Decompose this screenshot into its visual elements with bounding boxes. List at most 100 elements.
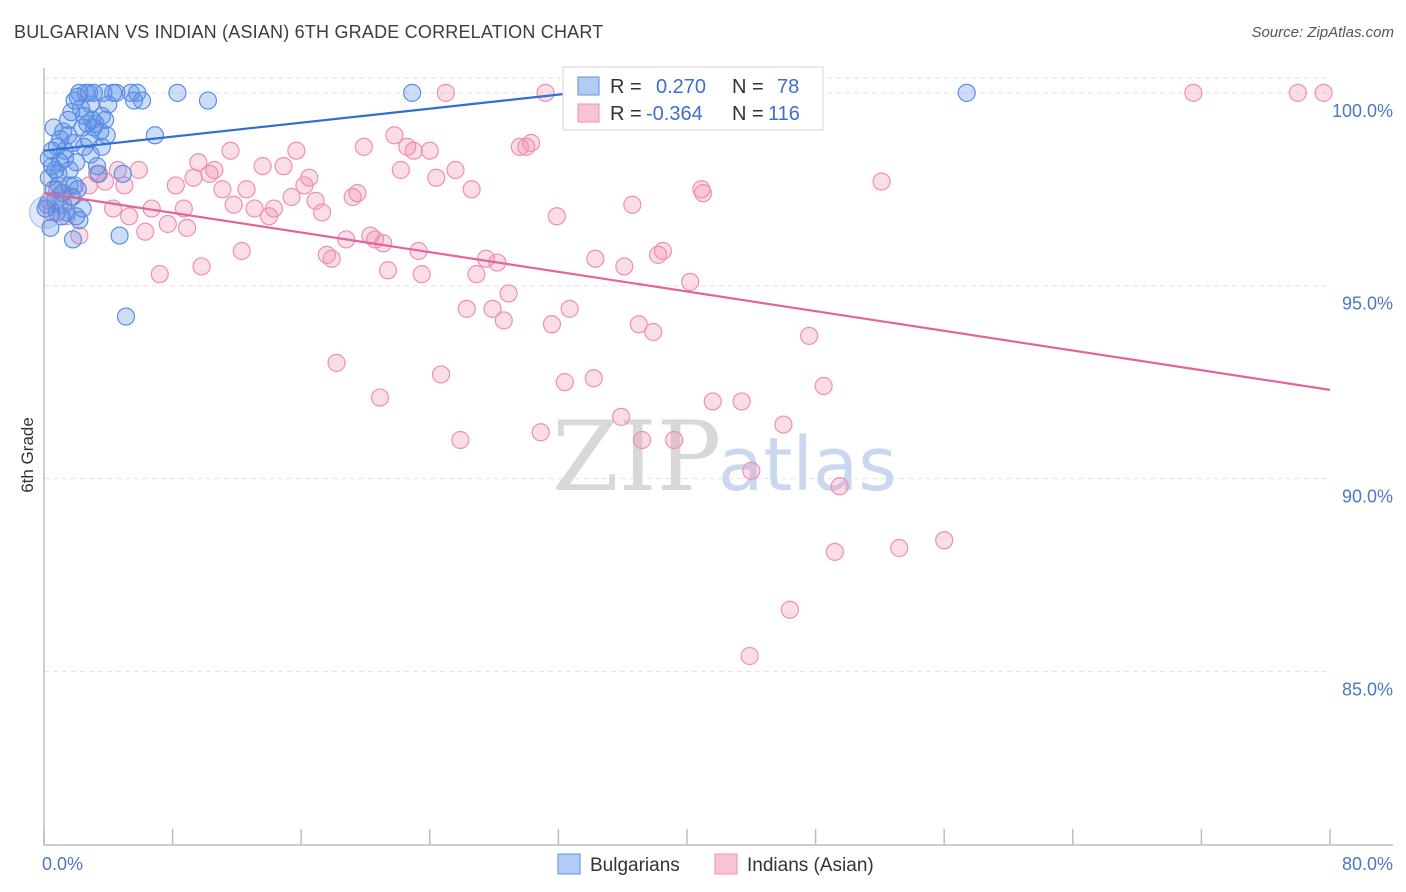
indian-point: [800, 326, 819, 345]
indian-point: [740, 646, 759, 666]
indian-point: [615, 257, 634, 276]
indian-point: [184, 168, 203, 187]
watermark: ZIP atlas: [552, 401, 897, 513]
indian-point: [935, 531, 954, 550]
x-tick-label-min: 0.0%: [42, 854, 83, 874]
bulgarian-point: [132, 91, 152, 110]
indian-point: [205, 160, 224, 180]
chart-source: Source: ZipAtlas.com: [1251, 24, 1394, 41]
bulgarian-point: [52, 207, 71, 226]
bulgarian-trendline: [43, 91, 575, 152]
bulgarian-point: [70, 83, 89, 102]
trend-layer: [43, 91, 1331, 391]
indian-point: [521, 133, 541, 153]
legend-n-label-2: N =: [732, 103, 764, 125]
points-layer: [29, 83, 1333, 666]
bulgarian-point: [84, 83, 103, 102]
indian-point: [385, 126, 404, 145]
bulgarian-point: [92, 137, 111, 156]
bulgarian-point: [403, 83, 422, 102]
bulgarian-point: [63, 230, 83, 249]
indian-point: [732, 392, 751, 411]
correlation-legend: R = 0.270 N = 78 R = -0.364 N = 116: [562, 66, 824, 131]
indian-point: [412, 265, 431, 284]
legend-r-value-2: -0.364: [646, 103, 703, 125]
indian-point: [1184, 83, 1203, 102]
indian-point: [446, 160, 465, 180]
bulgarian-point: [107, 83, 126, 102]
indian-point: [158, 214, 177, 234]
indian-point: [312, 203, 332, 222]
bulgarian-point: [94, 83, 113, 102]
indian-point: [825, 542, 844, 561]
indian-point: [555, 373, 574, 392]
indian-point: [742, 461, 761, 480]
legend-n-value-2: 116: [768, 103, 800, 125]
bulgarian-point: [81, 95, 100, 114]
legend-r-value-1: 0.270: [656, 76, 706, 98]
indian-point: [536, 83, 555, 102]
watermark-zip: ZIP: [552, 401, 721, 513]
bottom-legend-label-indians: Indians (Asian): [747, 855, 874, 876]
indian-point: [653, 241, 672, 261]
indian-point: [253, 157, 272, 176]
indian-point: [462, 180, 481, 199]
bottom-legend-label-bulgarians: Bulgarians: [590, 855, 680, 876]
bulgarian-point: [44, 118, 63, 137]
bulgarian-point: [957, 83, 976, 102]
legend-n-value-1: 78: [777, 76, 799, 98]
indian-point: [494, 311, 513, 330]
indian-point: [370, 388, 390, 407]
indian-point: [547, 207, 566, 226]
bulgarian-point: [87, 157, 107, 176]
y-tick-label: 85.0%: [1342, 679, 1393, 699]
legend-swatch-bulgarians: [577, 76, 600, 96]
indian-point: [436, 83, 455, 102]
indian-point: [237, 180, 256, 199]
indian-point: [451, 430, 470, 450]
indian-point: [150, 265, 169, 284]
indian-point: [510, 137, 529, 156]
indian-point: [224, 195, 243, 214]
indian-point: [378, 261, 398, 280]
bulgarian-point: [49, 176, 68, 195]
indian-point: [264, 199, 283, 218]
indian-point: [115, 176, 134, 195]
bulgarian-point: [116, 307, 136, 326]
indian-point: [623, 195, 642, 214]
indian-point: [830, 477, 849, 496]
indian-point: [644, 322, 663, 342]
indian-point: [129, 160, 148, 180]
indian-point: [177, 218, 197, 237]
indian-point: [467, 265, 486, 284]
indian-point: [427, 168, 446, 187]
legend-r-label-2: R =: [610, 103, 642, 125]
chart-title: BULGARIAN VS INDIAN (ASIAN) 6TH GRADE CO…: [14, 22, 604, 42]
indian-point: [287, 141, 306, 160]
bulgarian-point: [70, 211, 89, 230]
indian-point: [774, 415, 793, 434]
indian-point: [232, 241, 251, 261]
indian-point: [300, 168, 319, 187]
indian-point: [213, 180, 232, 199]
bulgarian-point: [110, 226, 129, 245]
indian-point: [431, 365, 451, 384]
bulgarian-point: [113, 164, 132, 183]
indian-point: [483, 299, 502, 318]
indian-point: [391, 160, 410, 180]
indian-point: [586, 249, 605, 268]
indian-point: [282, 187, 301, 207]
indian-point: [584, 369, 603, 388]
indian-point: [1288, 83, 1307, 102]
indian-point: [404, 141, 423, 160]
indian-point: [274, 157, 293, 176]
legend-frame: [562, 66, 824, 131]
legend-n-label-1: N =: [732, 76, 764, 98]
indian-point: [166, 176, 185, 195]
indian-point: [457, 299, 476, 318]
indian-point: [348, 184, 367, 203]
bulgarian-point: [198, 91, 218, 110]
indian-point: [420, 141, 439, 160]
indian-point: [221, 141, 240, 160]
indian-point: [629, 315, 648, 334]
